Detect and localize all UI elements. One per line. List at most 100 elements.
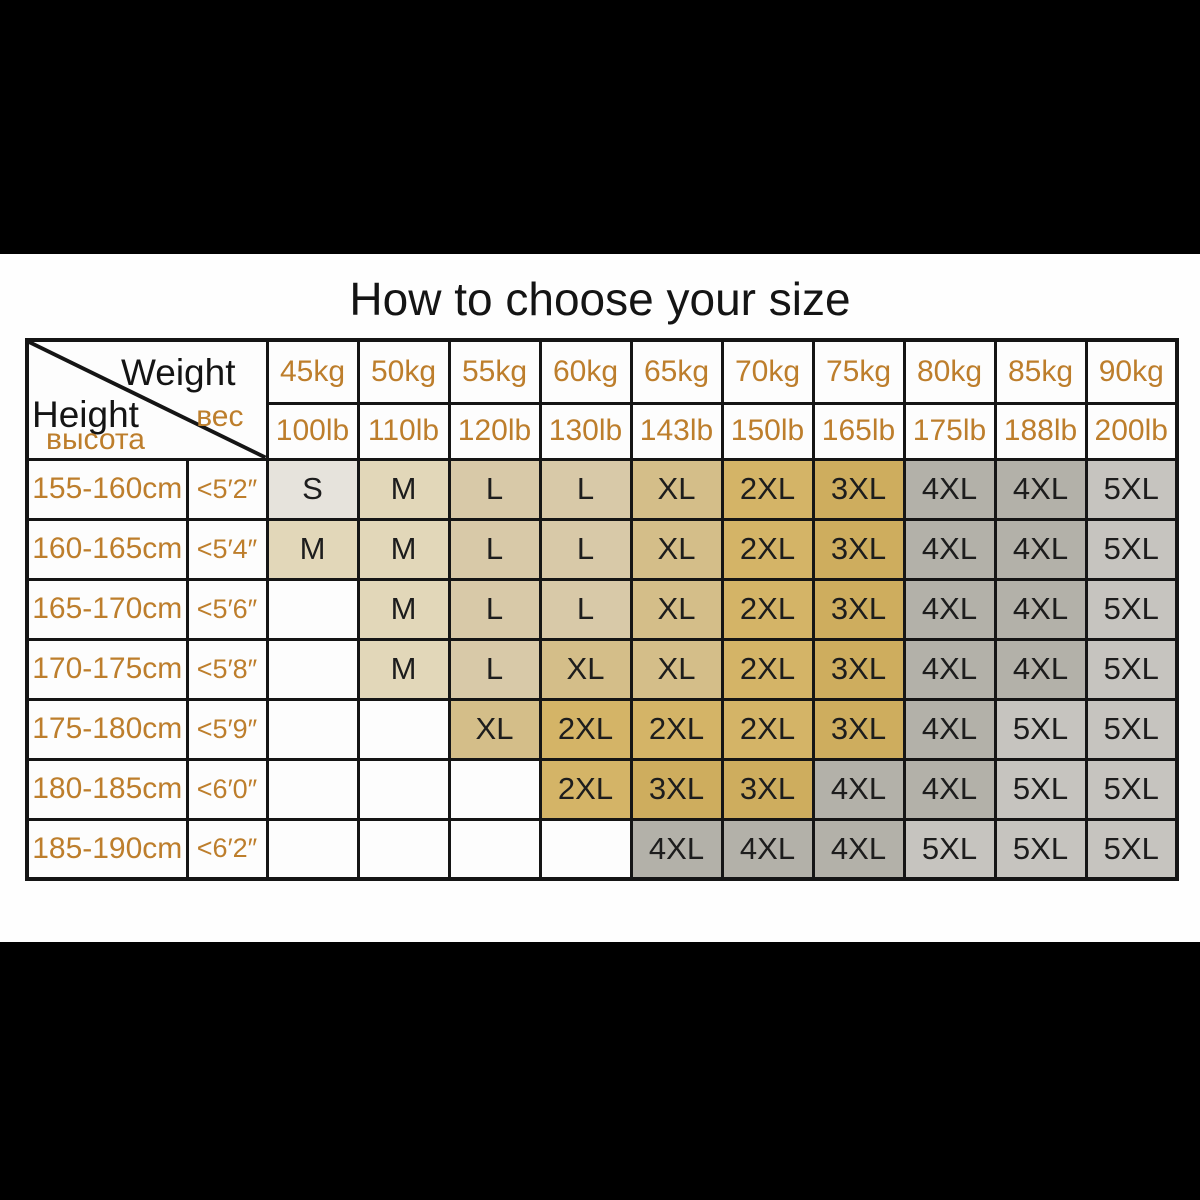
size-cell: 4XL <box>902 757 997 821</box>
size-cell: L <box>447 637 542 701</box>
size-cell: M <box>356 457 451 521</box>
weight-lb-header: 188lb <box>993 401 1088 461</box>
size-cell: 5XL <box>1084 817 1179 881</box>
size-cell: 4XL <box>993 637 1088 701</box>
size-cell: XL <box>629 517 724 581</box>
size-cell: 3XL <box>811 637 906 701</box>
height-cm-cell: 175-180cm <box>25 697 189 761</box>
height-inch-cell: <5′9″ <box>185 697 269 761</box>
height-cm-cell: 155-160cm <box>25 457 189 521</box>
weight-kg-row: Weight вес Height высота 45kg 50kg 55kg 60k… <box>25 338 1179 461</box>
diagonal-line <box>30 343 264 456</box>
size-cell: 5XL <box>1084 757 1179 821</box>
size-cell: XL <box>538 637 633 701</box>
empty-size-cell <box>265 817 360 881</box>
size-cell: M <box>356 577 451 641</box>
size-cell: 2XL <box>538 757 633 821</box>
height-inch-cell: <5′8″ <box>185 637 269 701</box>
size-cell: M <box>265 517 360 581</box>
size-cell: 5XL <box>993 697 1088 761</box>
size-cell: 4XL <box>629 817 724 881</box>
height-inch-cell: <5′2″ <box>185 457 269 521</box>
size-cell: L <box>447 517 542 581</box>
size-cell: L <box>538 517 633 581</box>
weight-lb-header: 165lb <box>811 401 906 461</box>
size-cell: 4XL <box>993 577 1088 641</box>
size-cell: 4XL <box>811 757 906 821</box>
height-label-en: Height <box>32 394 139 435</box>
weight-kg-header: 75kg <box>811 338 906 405</box>
height-cm-cell: 180-185cm <box>25 757 189 821</box>
size-cell: 5XL <box>1084 457 1179 521</box>
height-row: 185-190cm <6′2″ 4XL 4XL 4XL 5XL 5XL 5XL <box>25 817 1179 881</box>
weight-kg-header: 85kg <box>993 338 1088 405</box>
size-cell: 5XL <box>1084 697 1179 761</box>
size-cell: 5XL <box>902 817 997 881</box>
height-label-ru: высота <box>46 422 145 456</box>
size-cell: 2XL <box>720 697 815 761</box>
height-inch-cell: <5′6″ <box>185 577 269 641</box>
height-inch-cell: <6′0″ <box>185 757 269 821</box>
size-chart-table: Weight вес Height высота 45kg 50kg 55kg 60k… <box>25 338 1179 881</box>
empty-size-cell <box>356 757 451 821</box>
weight-lb-header: 200lb <box>1084 401 1179 461</box>
empty-size-cell <box>356 817 451 881</box>
weight-lb-header: 130lb <box>538 401 633 461</box>
page-title: How to choose your size <box>349 273 851 325</box>
weight-label-ru: вес <box>196 400 244 433</box>
height-row: 160-165cm <5′4″ M M L L XL 2XL 3XL 4XL 4XL 5XL <box>25 517 1179 581</box>
content-band: How to choose your size Weight вес Heigh <box>0 254 1200 942</box>
height-row: 170-175cm <5′8″ M L XL XL 2XL 3XL 4XL 4XL 5XL <box>25 637 1179 701</box>
height-cm-cell: 185-190cm <box>25 817 189 881</box>
empty-size-cell <box>447 757 542 821</box>
size-cell: 4XL <box>902 697 997 761</box>
size-cell: 4XL <box>993 457 1088 521</box>
height-row: 165-170cm <5′6″ M L L XL 2XL 3XL 4XL 4XL 5XL <box>25 577 1179 641</box>
weight-kg-header: 90kg <box>1084 338 1179 405</box>
empty-size-cell <box>265 757 360 821</box>
weight-lb-row: 100lb 110lb 120lb 130lb 143lb 150lb 165lb 175lb… <box>27 401 1179 461</box>
size-cell: 4XL <box>720 817 815 881</box>
size-cell: 4XL <box>902 637 997 701</box>
empty-size-cell <box>538 817 633 881</box>
size-cell: 5XL <box>1084 637 1179 701</box>
size-cell: 3XL <box>811 457 906 521</box>
weight-kg-header: 50kg <box>356 338 451 405</box>
size-cell: 2XL <box>720 517 815 581</box>
size-cell: 2XL <box>538 697 633 761</box>
corner-header-cell: Weight вес Height высота <box>25 338 269 461</box>
weight-lb-header: 110lb <box>356 401 451 461</box>
size-cell: 4XL <box>811 817 906 881</box>
size-cell: L <box>538 577 633 641</box>
size-cell: 3XL <box>811 577 906 641</box>
size-cell: XL <box>629 637 724 701</box>
weight-kg-header: 80kg <box>902 338 997 405</box>
empty-size-cell <box>265 637 360 701</box>
weight-lb-header: 100lb <box>265 401 360 461</box>
height-row: 180-185cm <6′0″ 2XL 3XL 3XL 4XL 4XL 5XL 5XL <box>25 757 1179 821</box>
size-cell: 5XL <box>1084 517 1179 581</box>
size-cell: 2XL <box>720 577 815 641</box>
size-cell: 5XL <box>993 817 1088 881</box>
size-cell: 4XL <box>902 517 997 581</box>
size-chart-body: 155-160cm <5′2″ S M L L XL 2XL 3XL 4XL 4XL 5XL 160-1… <box>25 457 1179 881</box>
empty-size-cell <box>265 697 360 761</box>
empty-size-cell <box>447 817 542 881</box>
weight-lb-header: 150lb <box>720 401 815 461</box>
size-cell: 4XL <box>902 457 997 521</box>
weight-kg-header: 60kg <box>538 338 633 405</box>
weight-kg-header: 70kg <box>720 338 815 405</box>
size-cell: L <box>447 577 542 641</box>
size-cell: XL <box>629 577 724 641</box>
size-cell: 3XL <box>811 517 906 581</box>
size-cell: XL <box>629 457 724 521</box>
weight-kg-header: 65kg <box>629 338 724 405</box>
size-cell: 4XL <box>902 577 997 641</box>
empty-size-cell <box>265 577 360 641</box>
height-inch-cell: <5′4″ <box>185 517 269 581</box>
size-cell: L <box>538 457 633 521</box>
size-cell: 4XL <box>993 517 1088 581</box>
size-cell: XL <box>447 697 542 761</box>
size-cell: L <box>447 457 542 521</box>
